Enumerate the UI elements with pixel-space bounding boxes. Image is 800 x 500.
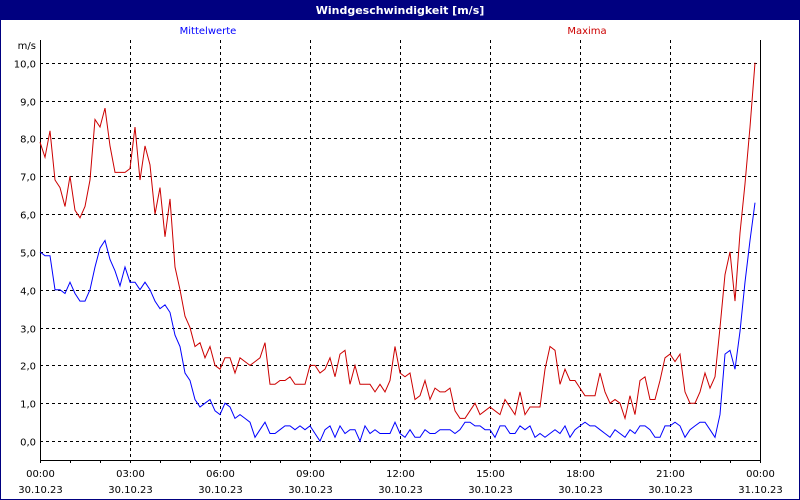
x-tick-time-label: 09:00 — [296, 469, 325, 480]
y-tick-label: 4,0 — [20, 287, 36, 298]
legend-maxima: Maxima — [567, 26, 606, 37]
y-tick-label: 5,0 — [20, 249, 36, 260]
x-tick-date-label: 30.10.23 — [648, 485, 693, 496]
y-tick-label: 10,0 — [14, 60, 36, 71]
y-axis-unit-label: m/s — [18, 41, 36, 52]
y-tick-label: 8,0 — [20, 135, 36, 146]
x-tick-time-label: 21:00 — [656, 469, 685, 480]
x-tick-time-label: 00:00 — [746, 469, 775, 480]
x-tick-time-label: 12:00 — [386, 469, 415, 480]
axes — [40, 40, 761, 463]
y-tick-label: 2,0 — [20, 362, 36, 373]
series-lines — [39, 62, 756, 443]
x-tick-date-label: 30.10.23 — [378, 485, 423, 496]
x-tick-time-label: 06:00 — [206, 469, 235, 480]
tick-labels: 0,0 1,0 2,0 3,0 4,0 5,0 6,0 7,0 8,0 9,0 10,0 m/s 00:… — [14, 26, 783, 496]
chart-title: Windgeschwindigkeit [m/s] — [1, 1, 799, 20]
y-tick-label: 7,0 — [20, 173, 36, 184]
x-tick-date-label: 30.10.23 — [108, 485, 153, 496]
x-tick-time-label: 15:00 — [476, 469, 505, 480]
x-tick-date-label: 30.10.23 — [288, 485, 333, 496]
x-tick-date-label: 30.10.23 — [198, 485, 243, 496]
y-tick-label: 0,0 — [20, 438, 36, 449]
x-tick-date-label: 30.10.23 — [468, 485, 513, 496]
series-line-maxima — [39, 62, 756, 421]
y-tick-label: 9,0 — [20, 98, 36, 109]
x-tick-date-label: 30.10.23 — [18, 485, 63, 496]
x-tick-time-label: 03:00 — [116, 469, 145, 480]
y-tick-label: 6,0 — [20, 211, 36, 222]
x-tick-time-label: 18:00 — [566, 469, 595, 480]
x-tick-time-label: 00:00 — [26, 469, 55, 480]
y-tick-label: 1,0 — [20, 400, 36, 411]
x-tick-date-label: 31.10.23 — [738, 485, 783, 496]
y-tick-label: 3,0 — [20, 325, 36, 336]
x-tick-date-label: 30.10.23 — [558, 485, 603, 496]
series-line-mittelwerte — [39, 202, 756, 443]
legend-mittelwerte: Mittelwerte — [180, 26, 237, 37]
grid — [40, 40, 760, 460]
